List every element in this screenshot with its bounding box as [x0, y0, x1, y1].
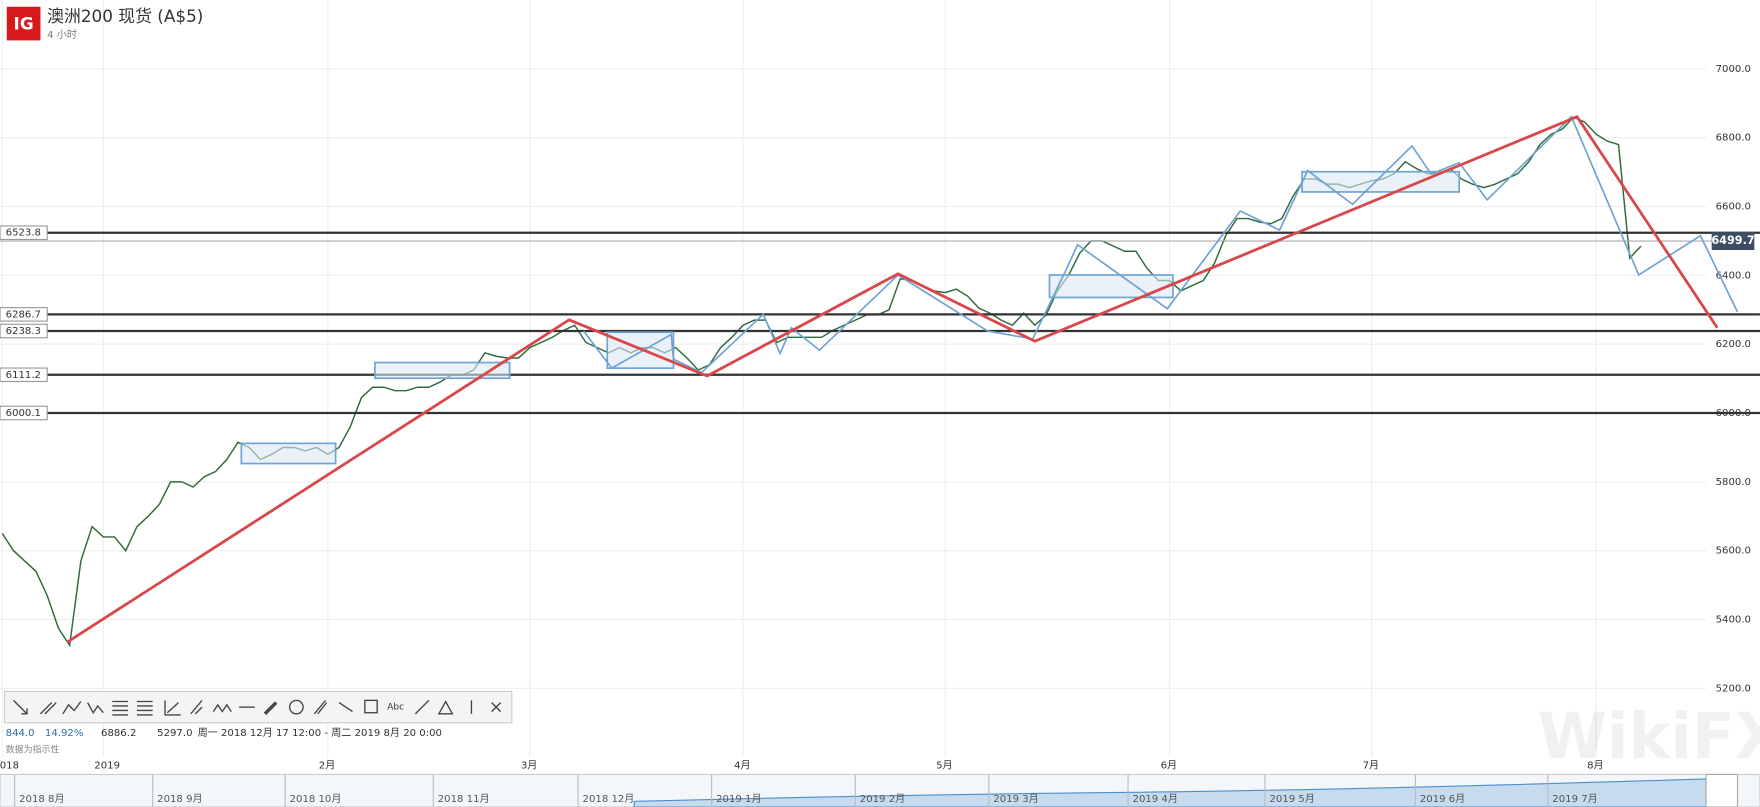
- tool[interactable]: [313, 699, 328, 715]
- x-tick-label: 2019: [94, 760, 120, 771]
- navigator-label: 2019 1月: [716, 793, 761, 805]
- navigator-label: 2018 12月: [583, 793, 635, 805]
- navigator-label: 2018 8月: [19, 793, 64, 805]
- blue-zigzag: [583, 115, 1739, 374]
- tool[interactable]: [136, 700, 153, 716]
- subtitle: 4 小时: [47, 29, 77, 41]
- navigator-label: 2018 11月: [438, 793, 490, 805]
- y-tick-label: 5200.0: [1716, 683, 1751, 694]
- last-price-box: [1711, 232, 1755, 251]
- tool[interactable]: [364, 699, 378, 714]
- y-tick-label: 6600.0: [1716, 202, 1751, 213]
- navigator-label: 2019 2月: [860, 793, 905, 805]
- y-tick-label: 7000.0: [1716, 64, 1751, 75]
- tool[interactable]: [212, 703, 232, 713]
- toolbar: Abc: [3, 690, 513, 724]
- navigator-label: 2019 6月: [1420, 793, 1465, 805]
- plot-area: 5200.05400.05600.05800.06000.06200.06400…: [0, 0, 1760, 771]
- navigator-label: 2018 10月: [290, 793, 342, 805]
- level-box: [0, 405, 48, 421]
- navigator-label: 2019 5月: [1269, 793, 1314, 805]
- x-tick-label: 7月: [1363, 759, 1380, 771]
- x-tick-label: 2018: [0, 760, 19, 771]
- level-label: 6523.8: [6, 228, 41, 239]
- level-label: 6286.7: [6, 309, 41, 320]
- tool[interactable]: [62, 701, 82, 715]
- x-tick-label: 3月: [521, 759, 538, 771]
- navigator-label: 2019 4月: [1133, 793, 1178, 805]
- navigator-label: 2019 3月: [993, 793, 1038, 805]
- y-tick-label: 6200.0: [1716, 339, 1751, 350]
- logo-text: IG: [14, 14, 34, 34]
- level-box: [0, 367, 48, 383]
- y-tick-label: 6400.0: [1716, 270, 1751, 281]
- y-tick-label: 5600.0: [1716, 546, 1751, 557]
- navigator-label: 2019 7月: [1552, 793, 1597, 805]
- text-tool[interactable]: Abc: [387, 703, 404, 713]
- x-tick-label: 6月: [1161, 759, 1178, 771]
- tool[interactable]: [414, 699, 430, 715]
- tool[interactable]: [112, 700, 128, 716]
- drawings: [240, 115, 1739, 465]
- navigator-label: 2018 9月: [157, 793, 202, 805]
- y-tick-label: 6800.0: [1716, 133, 1751, 144]
- note: 数据为指示性: [6, 743, 60, 755]
- logo: [6, 6, 41, 41]
- tool[interactable]: [13, 699, 28, 715]
- level-label: 6111.2: [6, 370, 41, 381]
- tool[interactable]: [437, 700, 454, 715]
- stat-change: 844.0: [6, 728, 35, 739]
- x-tick-label: 2月: [319, 759, 336, 771]
- tool[interactable]: [190, 699, 203, 715]
- plot-bg: [0, 0, 1760, 723]
- tool[interactable]: [39, 702, 57, 715]
- stat-low: 5297.0: [157, 728, 192, 739]
- red-trendline: [66, 114, 1719, 644]
- x-tick-label: 8月: [1587, 759, 1604, 771]
- tool[interactable]: [164, 700, 181, 716]
- y-tick-label: 5800.0: [1716, 477, 1751, 488]
- level-box: [0, 225, 48, 241]
- stat-range: 周一 2018 12月 17 12:00 - 周二 2019 8月 20 0:0…: [198, 727, 442, 739]
- level-box: [0, 323, 48, 339]
- navigator-area: [633, 778, 1707, 807]
- tool[interactable]: [491, 702, 502, 713]
- watermark: WikiFX: [1538, 700, 1760, 773]
- tool[interactable]: [288, 699, 304, 715]
- stat-high: 6886.2: [101, 728, 136, 739]
- level-label: 6238.3: [6, 326, 41, 337]
- level-label: 6000.1: [6, 408, 41, 419]
- stat-change-pct: 14.92%: [45, 728, 84, 739]
- x-tick-label: 5月: [936, 759, 953, 771]
- title: 澳洲200 现货 (A$5): [47, 6, 203, 26]
- tool[interactable]: [263, 701, 278, 716]
- navigator-handle[interactable]: [1705, 773, 1739, 807]
- last-price-label: 6499.7: [1711, 234, 1754, 247]
- tool[interactable]: [87, 702, 104, 715]
- level-box: [0, 307, 48, 322]
- x-tick-label: 4月: [734, 759, 751, 771]
- toolbar-bg: [3, 690, 513, 724]
- y-tick-label: 5400.0: [1716, 615, 1751, 626]
- tool[interactable]: [338, 702, 353, 713]
